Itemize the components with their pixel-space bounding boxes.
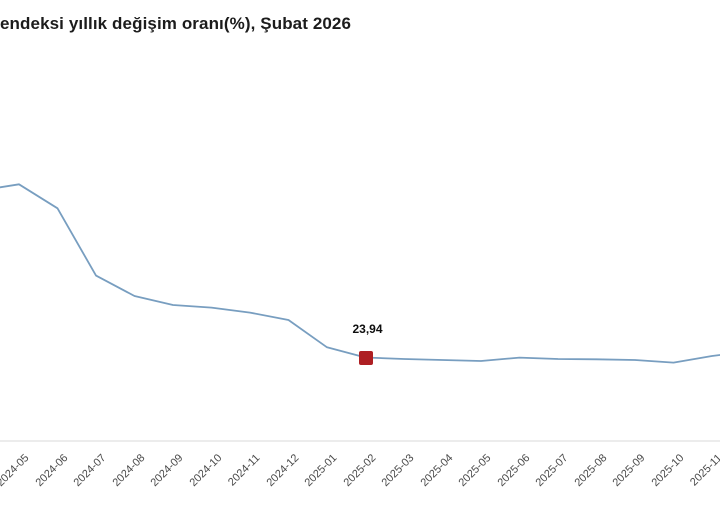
chart-title: endeksi yıllık değişim oranı(%), Şubat 2… bbox=[0, 14, 352, 33]
series-line[interactable] bbox=[0, 183, 720, 364]
x-axis-line bbox=[0, 440, 720, 442]
highlight-value-label: 23,94 bbox=[352, 321, 383, 336]
highlight-marker[interactable] bbox=[358, 350, 373, 365]
